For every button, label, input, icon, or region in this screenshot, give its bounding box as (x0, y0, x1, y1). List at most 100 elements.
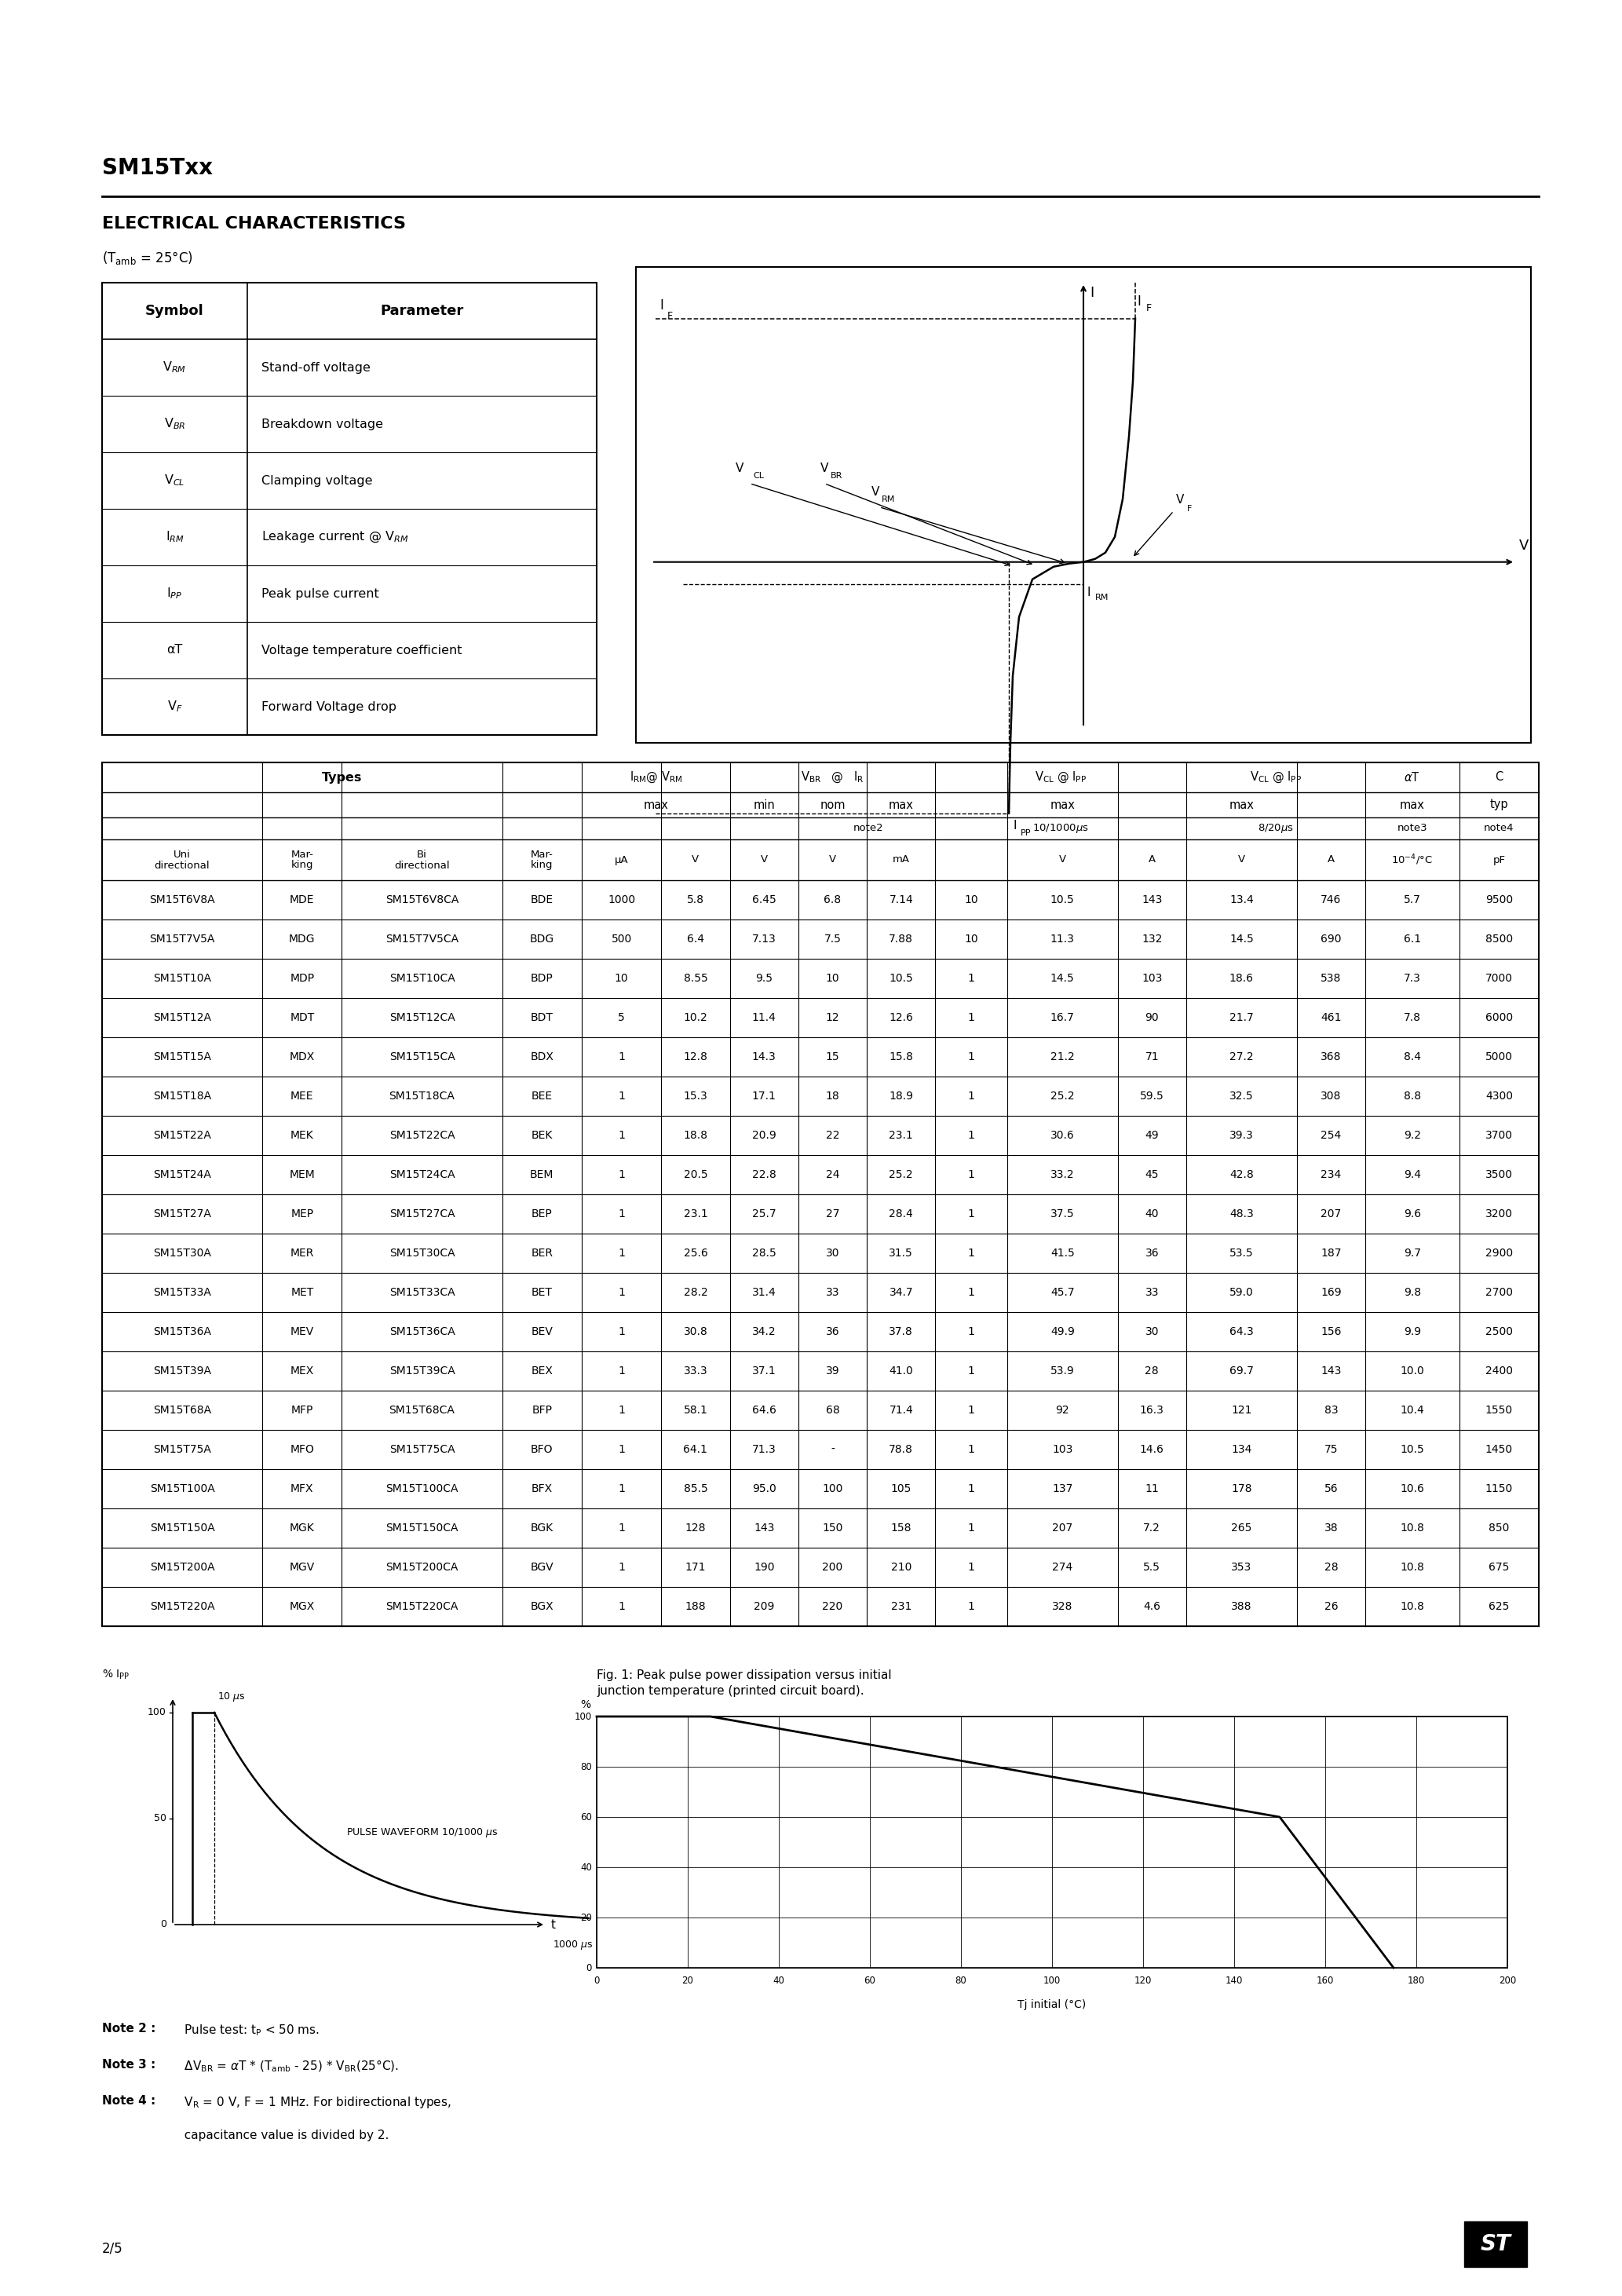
Text: SM15T10CA: SM15T10CA (389, 974, 454, 985)
Text: 21.2: 21.2 (1051, 1052, 1074, 1063)
Text: 1: 1 (618, 1327, 624, 1336)
Text: 92: 92 (1056, 1405, 1069, 1417)
Text: 64.1: 64.1 (683, 1444, 707, 1456)
Text: SM15T33CA: SM15T33CA (389, 1288, 454, 1297)
Text: 2700: 2700 (1486, 1288, 1513, 1297)
Text: SM15T150CA: SM15T150CA (386, 1522, 459, 1534)
Text: 34.7: 34.7 (889, 1288, 913, 1297)
Text: 134: 134 (1231, 1444, 1252, 1456)
Text: SM15T30A: SM15T30A (152, 1247, 211, 1258)
Text: 14.6: 14.6 (1140, 1444, 1165, 1456)
Text: Breakdown voltage: Breakdown voltage (261, 418, 383, 429)
Bar (1465, 2223, 1526, 2266)
Text: 90: 90 (1145, 1013, 1158, 1024)
Text: pF: pF (1492, 854, 1505, 866)
Text: 187: 187 (1320, 1247, 1341, 1258)
Text: BEM: BEM (530, 1169, 553, 1180)
Text: 25.2: 25.2 (1051, 1091, 1074, 1102)
Text: MGK: MGK (290, 1522, 315, 1534)
Text: 31.5: 31.5 (889, 1247, 913, 1258)
Text: BGK: BGK (530, 1522, 553, 1534)
Text: V$_{\mathregular{CL}}$ @ I$_{\mathregular{PP}}$: V$_{\mathregular{CL}}$ @ I$_{\mathregula… (1251, 769, 1301, 785)
Text: note4: note4 (1484, 824, 1513, 833)
Text: 1: 1 (968, 1522, 975, 1534)
Text: 10: 10 (615, 974, 628, 985)
Text: 850: 850 (1489, 1522, 1510, 1534)
Text: 14.5: 14.5 (1051, 974, 1074, 985)
Text: Voltage temperature coefficient: Voltage temperature coefficient (261, 645, 462, 657)
Text: 1: 1 (968, 1013, 975, 1024)
Text: MEE: MEE (290, 1091, 313, 1102)
Text: 28: 28 (1145, 1366, 1158, 1378)
Text: 1: 1 (968, 1327, 975, 1336)
Text: BFP: BFP (532, 1405, 551, 1417)
Text: V$_{\mathregular{BR}}$   @   I$_{\mathregular{R}}$: V$_{\mathregular{BR}}$ @ I$_{\mathregula… (801, 769, 865, 785)
Text: 6.8: 6.8 (824, 895, 842, 905)
Text: 1450: 1450 (1486, 1444, 1513, 1456)
Text: 71: 71 (1145, 1052, 1158, 1063)
Text: 30: 30 (826, 1247, 840, 1258)
Text: 0: 0 (586, 1963, 592, 1972)
Text: 8.55: 8.55 (683, 974, 707, 985)
Text: capacitance value is divided by 2.: capacitance value is divided by 2. (177, 2128, 389, 2142)
Text: MER: MER (290, 1247, 315, 1258)
Text: 7.5: 7.5 (824, 934, 842, 944)
Text: MEK: MEK (290, 1130, 313, 1141)
Text: V$_{RM}$: V$_{RM}$ (162, 360, 187, 374)
Text: 24: 24 (826, 1169, 840, 1180)
Text: 10.5: 10.5 (1400, 1444, 1424, 1456)
Text: Mar-
king: Mar- king (290, 850, 313, 870)
Text: 30.8: 30.8 (683, 1327, 707, 1336)
Bar (102, 762, 1539, 1626)
Text: $\Delta$V$_{\mathregular{BR}}$ = $\alpha$T * (T$_{\mathregular{amb}}$ - 25) * V$: $\Delta$V$_{\mathregular{BR}}$ = $\alpha… (177, 2060, 399, 2073)
Text: I: I (1137, 294, 1140, 308)
Text: SM15T27A: SM15T27A (152, 1208, 211, 1219)
Bar (597, 1717, 1507, 1968)
Text: MDX: MDX (289, 1052, 315, 1063)
Text: 23.1: 23.1 (683, 1208, 707, 1219)
Text: SM15T200CA: SM15T200CA (386, 1561, 459, 1573)
Text: 25.2: 25.2 (889, 1169, 913, 1180)
Text: 14.3: 14.3 (753, 1052, 777, 1063)
Text: Forward Voltage drop: Forward Voltage drop (261, 700, 396, 712)
Text: Uni
directional: Uni directional (154, 850, 209, 870)
Text: I: I (1090, 285, 1093, 301)
Text: 1: 1 (968, 1366, 975, 1378)
Text: 8500: 8500 (1486, 934, 1513, 944)
Text: 1: 1 (968, 1052, 975, 1063)
Text: 128: 128 (684, 1522, 706, 1534)
Text: 37.1: 37.1 (753, 1366, 777, 1378)
Text: I: I (1012, 820, 1017, 831)
Text: 328: 328 (1053, 1600, 1072, 1612)
Text: SM15T12CA: SM15T12CA (389, 1013, 454, 1024)
Text: 1: 1 (618, 1405, 624, 1417)
Text: 11: 11 (1145, 1483, 1160, 1495)
Text: μA: μA (615, 854, 628, 866)
Text: 15.3: 15.3 (683, 1091, 707, 1102)
Text: I$_{\mathregular{RM}}$@ V$_{\mathregular{RM}}$: I$_{\mathregular{RM}}$@ V$_{\mathregular… (629, 769, 683, 785)
Text: 27.2: 27.2 (1229, 1052, 1254, 1063)
Text: 71.4: 71.4 (889, 1405, 913, 1417)
Text: 274: 274 (1053, 1561, 1072, 1573)
Text: 8.8: 8.8 (1403, 1091, 1421, 1102)
Text: V: V (871, 487, 879, 498)
Text: 200: 200 (1499, 1975, 1517, 1986)
Text: Note 2 :: Note 2 : (102, 2023, 156, 2034)
Text: 1: 1 (618, 1208, 624, 1219)
Text: 85.5: 85.5 (683, 1483, 707, 1495)
Text: 6.45: 6.45 (753, 895, 777, 905)
Text: MFX: MFX (290, 1483, 313, 1495)
Text: 178: 178 (1231, 1483, 1252, 1495)
Text: 209: 209 (754, 1600, 774, 1612)
Text: 2/5: 2/5 (102, 2241, 123, 2255)
Text: 22.8: 22.8 (753, 1169, 777, 1180)
Text: MDP: MDP (290, 974, 315, 985)
Text: BDP: BDP (530, 974, 553, 985)
Text: 103: 103 (1142, 974, 1163, 985)
Text: 2400: 2400 (1486, 1366, 1513, 1378)
Text: 18.9: 18.9 (889, 1091, 913, 1102)
Text: 1: 1 (968, 1208, 975, 1219)
Text: 121: 121 (1231, 1405, 1252, 1417)
Text: V: V (761, 854, 767, 866)
Text: 17.1: 17.1 (753, 1091, 777, 1102)
